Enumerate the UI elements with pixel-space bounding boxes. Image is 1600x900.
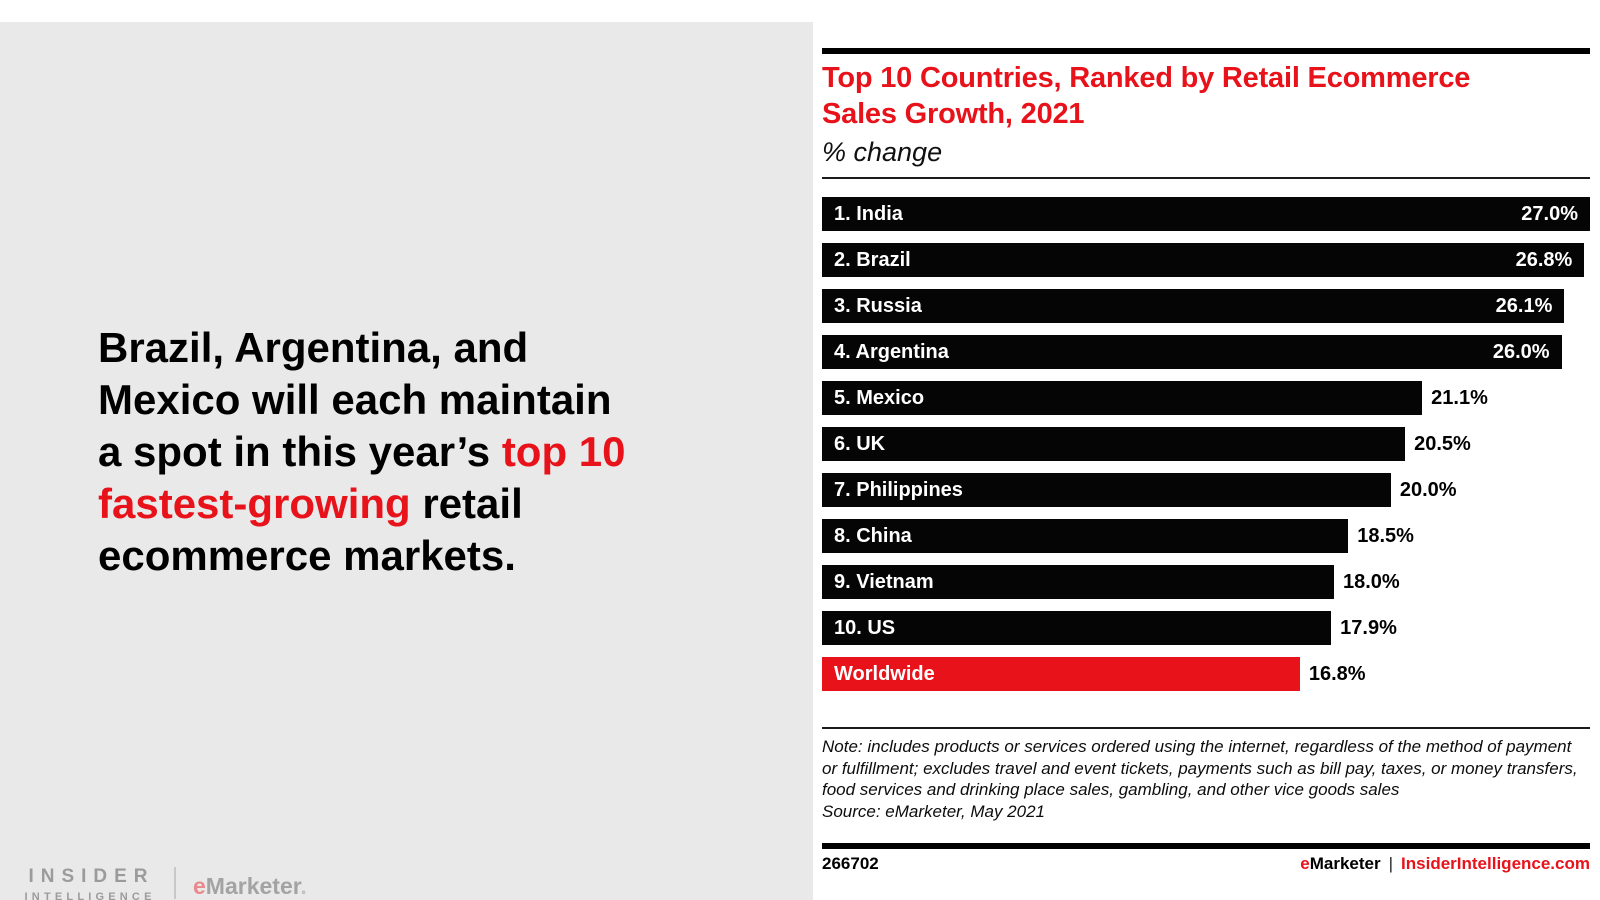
source-text: Source: eMarketer, May 2021 [822,801,1046,821]
note-text: Note: includes products or services orde… [822,737,1578,799]
footer-brand-divider: | [1388,854,1394,873]
footer: 266702 eMarketer | InsiderIntelligence.com [822,854,1590,874]
chart-id: 266702 [822,854,879,873]
bar-row-8-china: 8. China 18.5% [822,519,1590,553]
bar-2-brazil: 2. Brazil 26.8% [822,243,1585,277]
bar-9-vietnam: 9. Vietnam [822,565,1334,599]
footer-rule [822,843,1590,849]
bar-8-china: 8. China [822,519,1349,553]
bar-value-7-philippines: 20.0% [1399,478,1457,501]
subtitle-rule [822,177,1590,179]
bar-worldwide: Worldwide [822,657,1300,691]
chart-subtitle: % change [822,137,943,167]
bar-label-2-brazil: 2. Brazil [834,248,911,271]
bar-label-9-vietnam: 9. Vietnam [834,570,934,593]
insider-logo-line2: INTELLIGENCE [24,891,156,900]
bar-value-6-uk: 20.5% [1414,432,1471,455]
emarketer-logo-rest: Marketer [205,873,301,899]
note-rule [822,727,1590,729]
insider-intelligence-logo: INSIDER INTELLIGENCE [20,866,156,900]
bar-value-8-china: 18.5% [1357,524,1414,547]
bar-label-5-mexico: 5. Mexico [834,386,925,409]
bar-row-2-brazil: 2. Brazil 26.8% [822,243,1590,277]
headline-highlight: top 10 fastest-growing [98,428,626,527]
bar-value-9-vietnam: 18.0% [1343,570,1400,593]
left-panel: Brazil, Argentina, and Mexico will each … [0,22,813,900]
chart-title: Top 10 Countries, Ranked by Retail Ecomm… [822,62,1471,130]
emarketer-logo: eMarketer. [193,873,307,900]
insider-logo-line1: INSIDER [28,866,155,887]
bar-7-philippines: 7. Philippines [822,473,1391,507]
bar-label-3-russia: 3. Russia [834,294,922,317]
note-block: Note: includes products or services orde… [822,736,1578,822]
bar-5-mexico: 5. Mexico [822,381,1423,415]
bar-value-3-russia: 26.1% [1495,294,1553,317]
bar-row-3-russia: 3. Russia 26.1% [822,289,1590,323]
footer-brand-marketer: Marketer [1309,854,1381,873]
bar-value-4-argentina: 26.0% [1492,340,1550,363]
bar-label-7-philippines: 7. Philippines [834,478,963,501]
bar-row-9-vietnam: 9. Vietnam 18.0% [822,565,1590,599]
bar-row-1-india: 1. India 27.0% [822,197,1590,231]
bar-value-1-india: 27.0% [1521,202,1578,225]
bar-value-2-brazil: 26.8% [1515,248,1573,271]
bar-row-5-mexico: 5. Mexico 21.1% [822,381,1590,415]
top-rule [822,48,1590,54]
bar-value-10-us: 17.9% [1340,616,1397,639]
bar-label-8-china: 8. China [834,524,912,547]
bar-label-4-argentina: 4. Argentina [834,340,949,363]
footer-site-text: InsiderIntelligence.com [1401,854,1590,873]
headline: Brazil, Argentina, and Mexico will each … [98,322,646,582]
emarketer-logo-dot: . [300,873,307,899]
bar-chart: 1. India 27.0% 2. Brazil 26.8% 3. Russia 26.1… [822,197,1590,703]
emarketer-logo-e: e [193,873,206,899]
bar-value-worldwide: 16.8% [1308,662,1366,685]
headline-text: Brazil, Argentina, and Mexico will each … [98,324,612,475]
bar-value-5-mexico: 21.1% [1431,386,1488,409]
footer-brand-e: e [1300,854,1310,873]
bar-1-india: 1. India 27.0% [822,197,1590,231]
bar-label-1-india: 1. India [834,202,903,225]
bar-row-6-uk: 6. UK 20.5% [822,427,1590,461]
bar-row-10-us: 10. US 17.9% [822,611,1590,645]
logo-divider [174,867,176,899]
bar-label-10-us: 10. US [834,616,896,639]
bar-4-argentina: 4. Argentina 26.0% [822,335,1562,369]
bar-row-7-philippines: 7. Philippines 20.0% [822,473,1590,507]
bar-label-worldwide: Worldwide [834,662,935,685]
chart-panel: Top 10 Countries, Ranked by Retail Ecomm… [822,0,1590,900]
footer-brand: eMarketer | InsiderIntelligence.com [1300,854,1590,874]
bar-row-worldwide: Worldwide 16.8% [822,657,1590,691]
headline-text: retail ecommerce markets. [98,480,523,579]
bar-6-uk: 6. UK [822,427,1406,461]
bar-3-russia: 3. Russia 26.1% [822,289,1565,323]
bar-10-us: 10. US [822,611,1332,645]
bar-label-6-uk: 6. UK [834,432,886,455]
bar-row-4-argentina: 4. Argentina 26.0% [822,335,1590,369]
